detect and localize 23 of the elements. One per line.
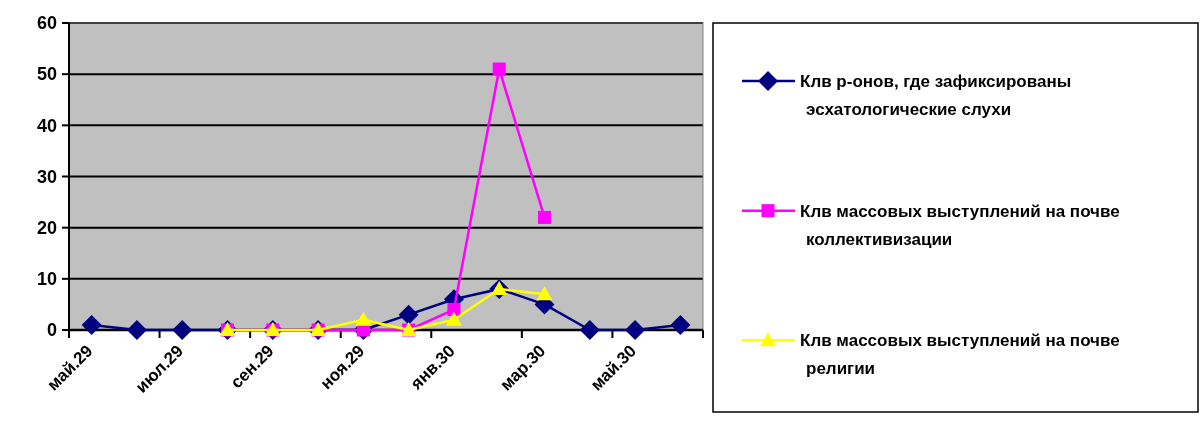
point (126, 320, 147, 340)
point (398, 304, 419, 325)
point (536, 286, 553, 301)
y-tick-label: 40 (36, 115, 57, 136)
point (670, 314, 691, 335)
point (81, 314, 102, 335)
legend-label: Клв массовых выступлений на почве коллективизации (800, 201, 1120, 249)
legend-label: Клв массовых выступлений на почве религии (800, 331, 1120, 379)
point (447, 303, 461, 317)
point (172, 320, 193, 340)
point (492, 62, 506, 76)
y-tick-label: 10 (36, 269, 57, 290)
y-tick-label: 30 (36, 166, 57, 187)
point (538, 210, 551, 224)
point (625, 320, 646, 340)
point (445, 311, 462, 326)
legend-label: Клв р-онов, где зафиксированы эсхатологические слухи (800, 71, 1072, 119)
point (579, 320, 600, 340)
y-tick-label: 50 (36, 64, 57, 85)
point (355, 311, 372, 326)
y-tick-label: 60 (36, 13, 57, 34)
y-tick-label: 0 (46, 320, 57, 341)
y-tick-label: 20 (36, 217, 57, 238)
